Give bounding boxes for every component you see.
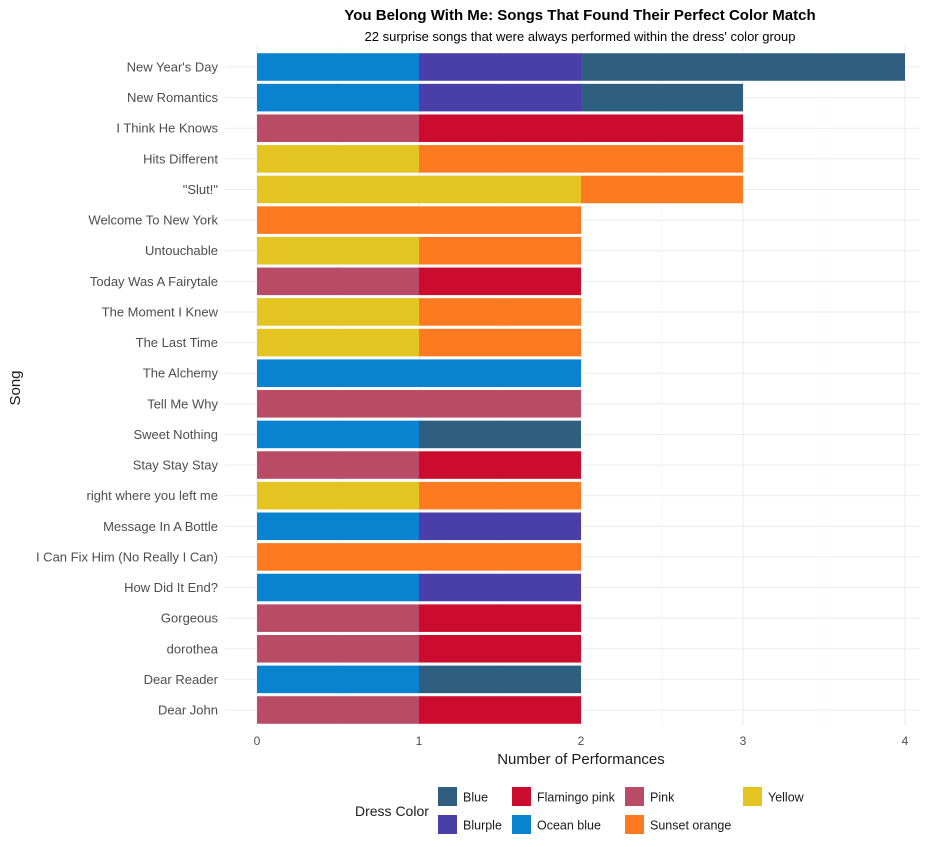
bar-segment: New Romantics — Ocean blue: 1: [257, 83, 419, 112]
y-tick-label: dorothea: [167, 641, 219, 656]
bar-segment: Gorgeous — Flamingo pink: 1: [419, 604, 581, 632]
bar-segment: right where you left me — Yellow: 1: [257, 481, 419, 510]
bar-segment: Tell Me Why — Pink: 2: [257, 390, 581, 418]
bars-layer: New Year's Day — Ocean blue: 1New Year's…: [257, 53, 905, 724]
x-tick-label: 2: [578, 734, 585, 748]
bar-segment: Today Was A Fairytale — Pink: 1: [257, 267, 419, 296]
bar-segment: Hits Different — Sunset orange: 2: [419, 145, 743, 173]
bar-segment: right where you left me — Sunset orange:…: [419, 481, 581, 510]
legend-swatch: [438, 815, 457, 834]
y-tick-label: Welcome To New York: [88, 213, 218, 228]
y-tick-label: Today Was A Fairytale: [90, 274, 218, 289]
bar-segment: "Slut!" — Yellow: 2: [257, 175, 581, 204]
bar-segment: New Year's Day — Blurple: 1: [419, 53, 581, 81]
x-tick-labels: 0 1 2 3 4: [254, 734, 909, 748]
bar-segment: Welcome To New York — Sunset orange: 2: [257, 206, 581, 234]
legend-swatch: [512, 815, 531, 834]
bar-segment: I Think He Knows — Flamingo pink: 2: [419, 114, 743, 143]
y-axis-title: Song: [7, 370, 24, 405]
y-tick-label: Untouchable: [145, 243, 218, 258]
bar-segment: Sweet Nothing — Ocean blue: 1: [257, 420, 419, 449]
bar-segment: Gorgeous — Pink: 1: [257, 604, 419, 632]
chart-title: You Belong With Me: Songs That Found The…: [344, 7, 815, 24]
y-tick-label: Stay Stay Stay: [133, 458, 219, 473]
legend-label: Yellow: [768, 791, 805, 805]
legend-swatch: [438, 787, 457, 806]
y-tick-label: New Romantics: [127, 90, 219, 105]
bar-segment: "Slut!" — Sunset orange: 1: [581, 175, 743, 204]
bar-segment: dorothea — Pink: 1: [257, 634, 419, 663]
bar-segment: The Alchemy — Ocean blue: 2: [257, 359, 581, 387]
bar-segment: Message In A Bottle — Blurple: 1: [419, 512, 581, 541]
y-tick-label: "Slut!": [183, 182, 219, 197]
legend-label: Blurple: [463, 819, 502, 833]
bar-segment: The Moment I Knew — Yellow: 1: [257, 298, 419, 326]
y-tick-label: I Think He Knows: [116, 121, 218, 136]
y-tick-label: New Year's Day: [127, 60, 219, 75]
legend-swatch: [743, 787, 762, 806]
bar-segment: Dear John — Pink: 1: [257, 696, 419, 724]
bar-segment: New Romantics — Blue: 1: [581, 83, 743, 112]
legend-items: Blue Blurple Flamingo pink Ocean blue Pink Su…: [438, 787, 805, 834]
legend-label: Flamingo pink: [537, 791, 616, 805]
bar-segment: Sweet Nothing — Blue: 1: [419, 420, 581, 449]
legend-swatch: [512, 787, 531, 806]
bar-segment: dorothea — Flamingo pink: 1: [419, 634, 581, 663]
y-tick-label: Gorgeous: [161, 611, 219, 626]
legend-label: Pink: [650, 791, 675, 805]
y-tick-label: Message In A Bottle: [103, 519, 218, 534]
x-tick-label: 0: [254, 734, 261, 748]
legend: Dress Color Blue Blurple Flamingo pink Ocea…: [355, 787, 805, 834]
y-tick-label: Hits Different: [143, 151, 218, 166]
bar-segment: Stay Stay Stay — Flamingo pink: 1: [419, 451, 581, 479]
bar-segment: Untouchable — Yellow: 1: [257, 236, 419, 265]
bar-segment: New Romantics — Blurple: 1: [419, 83, 581, 112]
bar-segment: Dear Reader — Ocean blue: 1: [257, 665, 419, 694]
legend-label: Ocean blue: [537, 819, 601, 833]
y-tick-label: The Moment I Knew: [102, 304, 219, 319]
y-tick-label: The Alchemy: [143, 366, 219, 381]
legend-label: Sunset orange: [650, 819, 731, 833]
bar-segment: I Can Fix Him (No Really I Can) — Sunset…: [257, 543, 581, 571]
legend-title: Dress Color: [355, 803, 429, 819]
y-tick-label: right where you left me: [86, 488, 218, 503]
bar-segment: Dear Reader — Blue: 1: [419, 665, 581, 694]
bar-segment: New Year's Day — Blue: 2: [581, 53, 905, 81]
chart-subtitle: 22 surprise songs that were always perfo…: [365, 29, 796, 44]
x-tick-label: 1: [416, 734, 423, 748]
y-tick-label: Sweet Nothing: [133, 427, 218, 442]
y-tick-label: Dear John: [158, 703, 218, 718]
bar-segment: Message In A Bottle — Ocean blue: 1: [257, 512, 419, 541]
x-tick-label: 4: [902, 734, 909, 748]
legend-label: Blue: [463, 791, 488, 805]
bar-segment: Untouchable — Sunset orange: 1: [419, 236, 581, 265]
y-tick-label: The Last Time: [136, 335, 218, 350]
bar-segment: The Moment I Knew — Sunset orange: 1: [419, 298, 581, 326]
y-tick-label: I Can Fix Him (No Really I Can): [36, 549, 218, 564]
legend-swatch: [625, 787, 644, 806]
bar-segment: The Last Time — Sunset orange: 1: [419, 328, 581, 357]
bar-segment: How Did It End? — Blurple: 1: [419, 573, 581, 602]
x-axis-title: Number of Performances: [497, 751, 665, 768]
bar-segment: How Did It End? — Ocean blue: 1: [257, 573, 419, 602]
bar-segment: New Year's Day — Ocean blue: 1: [257, 53, 419, 81]
bar-segment: Today Was A Fairytale — Flamingo pink: 1: [419, 267, 581, 296]
legend-swatch: [625, 815, 644, 834]
bar-segment: Stay Stay Stay — Pink: 1: [257, 451, 419, 479]
bar-segment: I Think He Knows — Pink: 1: [257, 114, 419, 143]
bar-segment: Hits Different — Yellow: 1: [257, 145, 419, 173]
y-tick-label: How Did It End?: [124, 580, 218, 595]
y-tick-label: Tell Me Why: [147, 396, 218, 411]
y-tick-labels: New Year's Day New Romantics I Think He Kn…: [36, 60, 219, 718]
y-tick-label: Dear Reader: [144, 672, 219, 687]
x-tick-label: 3: [740, 734, 747, 748]
bar-segment: Dear John — Flamingo pink: 1: [419, 696, 581, 724]
bar-segment: The Last Time — Yellow: 1: [257, 328, 419, 357]
